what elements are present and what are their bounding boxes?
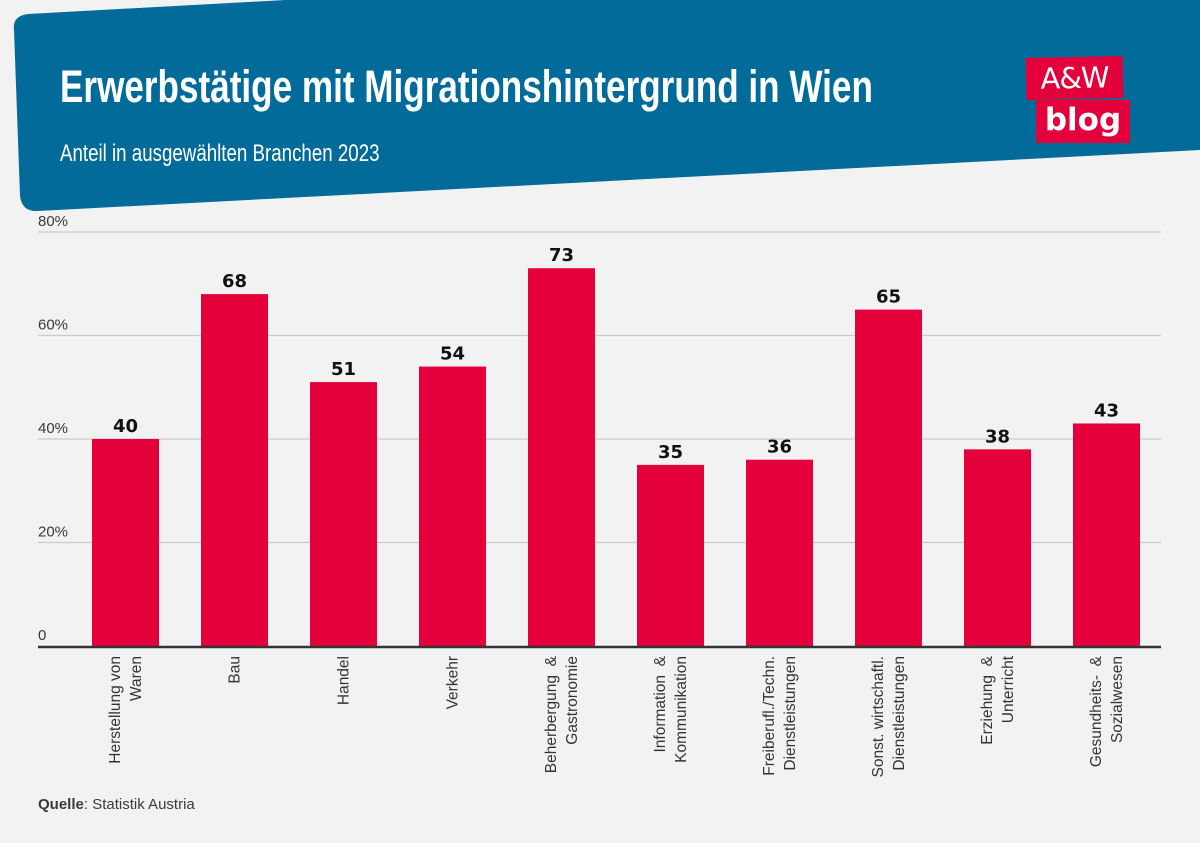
bar [637, 464, 704, 646]
bar [310, 382, 377, 646]
data-labels: 40 68 51 54 73 35 36 65 38 43 [113, 245, 1119, 463]
x-tick-label-line: Dienstleistungen [782, 656, 799, 771]
x-tick-label: Herstellung von Waren [107, 656, 145, 764]
data-label: 35 [658, 442, 683, 463]
data-label: 51 [331, 359, 356, 380]
chart-title: Erwerbstätige mit Migrationshintergrund … [60, 61, 873, 112]
data-label: 43 [1094, 400, 1119, 421]
y-tick-label: 20% [38, 524, 68, 541]
y-tick-label: 0 [38, 627, 46, 644]
x-tick-label: Bau [227, 656, 244, 684]
y-tick-label: 40% [38, 420, 68, 437]
bar [855, 309, 922, 646]
x-tick-label-line: Gastronomie [564, 656, 581, 745]
source-text: Statistik Austria [92, 796, 195, 813]
data-label: 73 [549, 245, 574, 266]
x-tick-label: Handel [336, 656, 353, 705]
data-label: 38 [985, 426, 1010, 447]
logo-blog: blog [1036, 100, 1130, 143]
x-tick-label-line: Herstellung von [107, 656, 124, 764]
bar [964, 449, 1031, 646]
bar [419, 366, 486, 646]
x-tick-label-line: Information & [652, 655, 669, 752]
x-tick-label-line: Waren [128, 656, 145, 701]
bars [92, 268, 1140, 646]
data-label: 68 [222, 271, 247, 292]
x-tick-label-line: Handel [336, 656, 353, 705]
x-tick-label-line: Verkehr [445, 656, 462, 709]
y-tick-label: 80% [38, 213, 68, 230]
x-tick-label-line: Gesundheits- & [1088, 655, 1105, 767]
header-banner-shape [13, 0, 1200, 212]
bar [1073, 423, 1140, 646]
bar [528, 268, 595, 646]
source-label: Quelle [38, 796, 84, 813]
x-tick-label-line: Unterricht [1000, 655, 1017, 723]
source-note: Quelle: Statistik Austria [38, 796, 195, 813]
x-tick-label: Sonst. wirtschaftl. Dienstleistungen [870, 656, 908, 777]
data-label: 65 [876, 287, 901, 308]
x-tick-label-line: Sozialwesen [1109, 656, 1126, 743]
x-tick-label-line: Bau [227, 656, 244, 684]
x-tick-label-line: Erziehung & [979, 655, 996, 744]
x-tick-label: Verkehr [445, 656, 462, 709]
x-tick-label-line: Beherbergung & [543, 655, 560, 773]
y-axis-ticks: 0 20% 40% 60% 80% [38, 213, 68, 644]
chart-subtitle: Anteil in ausgewählten Branchen 2023 [60, 140, 380, 167]
x-tick-label: Beherbergung & Gastronomie [543, 655, 581, 773]
bar [746, 459, 813, 646]
y-tick-label: 60% [38, 317, 68, 334]
data-label: 36 [767, 437, 792, 458]
x-tick-label: Information & Kommunikation [652, 655, 690, 762]
bar [92, 439, 159, 646]
x-tick-label: Freiberufl./Techn. Dienstleistungen [761, 656, 799, 776]
x-axis-ticks: Herstellung von Waren Bau Handel Verkehr Behe… [107, 655, 1126, 777]
data-label: 40 [113, 416, 138, 437]
x-tick-label-line: Kommunikation [673, 656, 690, 763]
data-label: 54 [440, 344, 465, 365]
bar [201, 294, 268, 646]
x-tick-label-line: Dienstleistungen [891, 656, 908, 771]
x-tick-label: Gesundheits- & Sozialwesen [1088, 655, 1126, 767]
header-banner [13, 0, 1200, 212]
x-tick-label-line: Sonst. wirtschaftl. [870, 656, 887, 777]
x-tick-label-line: Freiberufl./Techn. [761, 656, 778, 776]
source-separator: : [83, 796, 93, 813]
x-tick-label: Erziehung & Unterricht [979, 655, 1017, 744]
